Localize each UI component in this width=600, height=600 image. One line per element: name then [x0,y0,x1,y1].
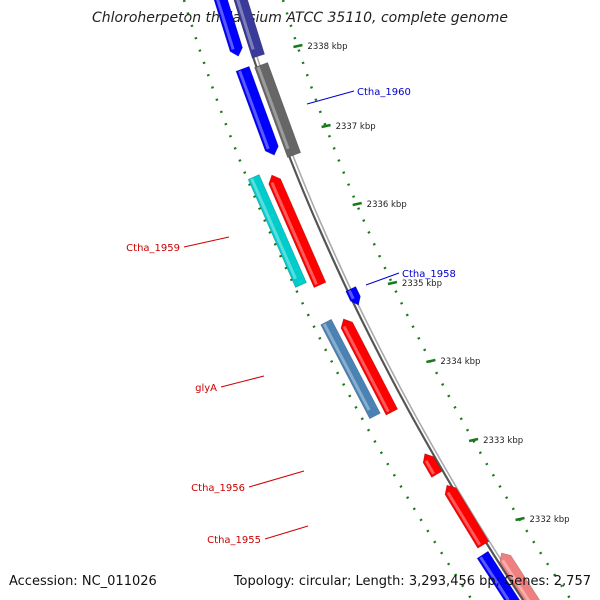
gene-features [208,0,542,600]
accession-info: Accession: NC_011026 [9,574,157,589]
gene-ctha1956 [422,453,443,478]
accession-label: Accession: [9,574,78,589]
gene-label: Ctha_1955 [207,535,261,546]
gene-blue-ctha1960 [235,66,279,156]
tick-mark [426,358,436,364]
gene-label-leader [365,272,400,286]
outer-dotted-ring [281,0,573,600]
gene-ctha1960-body [254,62,302,158]
gene-pink-bottom-shine [501,559,533,600]
gene-label: Ctha_1959 [126,243,180,254]
gene-label: Ctha_1960 [357,87,411,98]
topology-label: Topology: [233,574,295,589]
gene-label: Ctha_1956 [191,483,245,494]
tick-mark [387,280,398,286]
gene-ctha1955 [444,484,490,549]
gene-blue-top [208,0,243,57]
gene-label-leader [183,236,230,248]
tick-label: 2332 kbp [530,515,570,525]
tick-label: 2334 kbp [440,357,480,367]
genes-value: 2,757 [553,574,591,589]
gene-glya-shine [322,323,371,411]
gene-blue-top-shine [211,0,235,50]
tick-label: 2336 kbp [367,200,407,210]
gene-label-leader [248,470,305,488]
tick-mark [352,201,362,207]
gene-blue-ctha1960-body [235,66,279,156]
genome-summary: Topology: circular; Length: 3,293,456 bp… [233,574,591,589]
gene-blue-bottom-body [476,550,522,600]
dotted-rings [182,0,573,600]
gene-ctha1958 [345,286,361,306]
gene-ctha1956-body [422,453,443,478]
gene-ctha1959-body [247,174,307,288]
gene-ctha1960 [254,62,302,158]
tick-mark [293,43,303,49]
inner-dotted-ring [182,0,474,600]
tick-mark [321,123,331,129]
gene-ctha1960-shine [256,66,290,150]
gene-pink-bottom [499,552,542,600]
gene-ctha1955-shine [446,491,481,546]
gene-blue-bottom [476,550,522,600]
gene-label-leader [306,90,355,105]
topology-value: circular [298,574,347,589]
gene-ctha1959 [247,174,307,288]
accession-value: NC_011026 [81,574,157,589]
length-value: 3,293,456 bp [408,574,496,589]
gene-label: glyA [195,383,217,394]
tick-marks: 2338 kbp 2337 kbp 2336 kbp 2335 kbp 2334 kbp… [293,42,570,525]
tick-mark [468,437,479,443]
gene-pink-bottom-body [499,552,542,600]
tick-label: 2335 kbp [402,279,442,289]
gene-blue-top-body [208,0,243,57]
length-label: Length: [355,574,405,589]
gene-ctha1958-body [345,286,361,306]
gene-navy-top-shine [231,0,255,50]
gene-red-ctha1959-body [268,174,327,288]
gene-red-glya-body [340,318,399,416]
gene-label-leader [264,525,309,540]
gene-navy-top [228,0,265,59]
gene-red-ctha1959 [268,174,327,288]
gene-ctha1959-shine [250,178,297,280]
genes-label: Genes: [504,574,550,589]
gene-ctha1958-shine [347,289,355,300]
gene-navy-top-body [228,0,265,59]
tick-label: 2338 kbp [307,42,347,52]
gene-red-glya [340,318,399,416]
gene-red-glya-shine [342,325,390,413]
gene-blue-ctha1960-shine [238,70,270,150]
gene-glya [320,318,381,420]
gene-blue-bottom-shine [479,556,510,600]
gene-ctha1955-body [444,484,490,549]
gene-labels: Ctha_1960 Ctha_1959 Ctha_1958 glyA Ctha_1956… [126,87,456,546]
tick-label: 2333 kbp [483,436,523,446]
gene-label: Ctha_1958 [402,269,456,280]
gene-ctha1956-shine [424,460,435,475]
tick-mark [515,516,525,522]
genome-title: Chloroherpeton thalassium ATCC 35110, co… [92,10,508,26]
gene-label-leader [220,375,265,388]
gene-red-ctha1959-shine [270,182,318,285]
gene-glya-body [320,318,381,420]
tick-label: 2337 kbp [336,122,376,132]
